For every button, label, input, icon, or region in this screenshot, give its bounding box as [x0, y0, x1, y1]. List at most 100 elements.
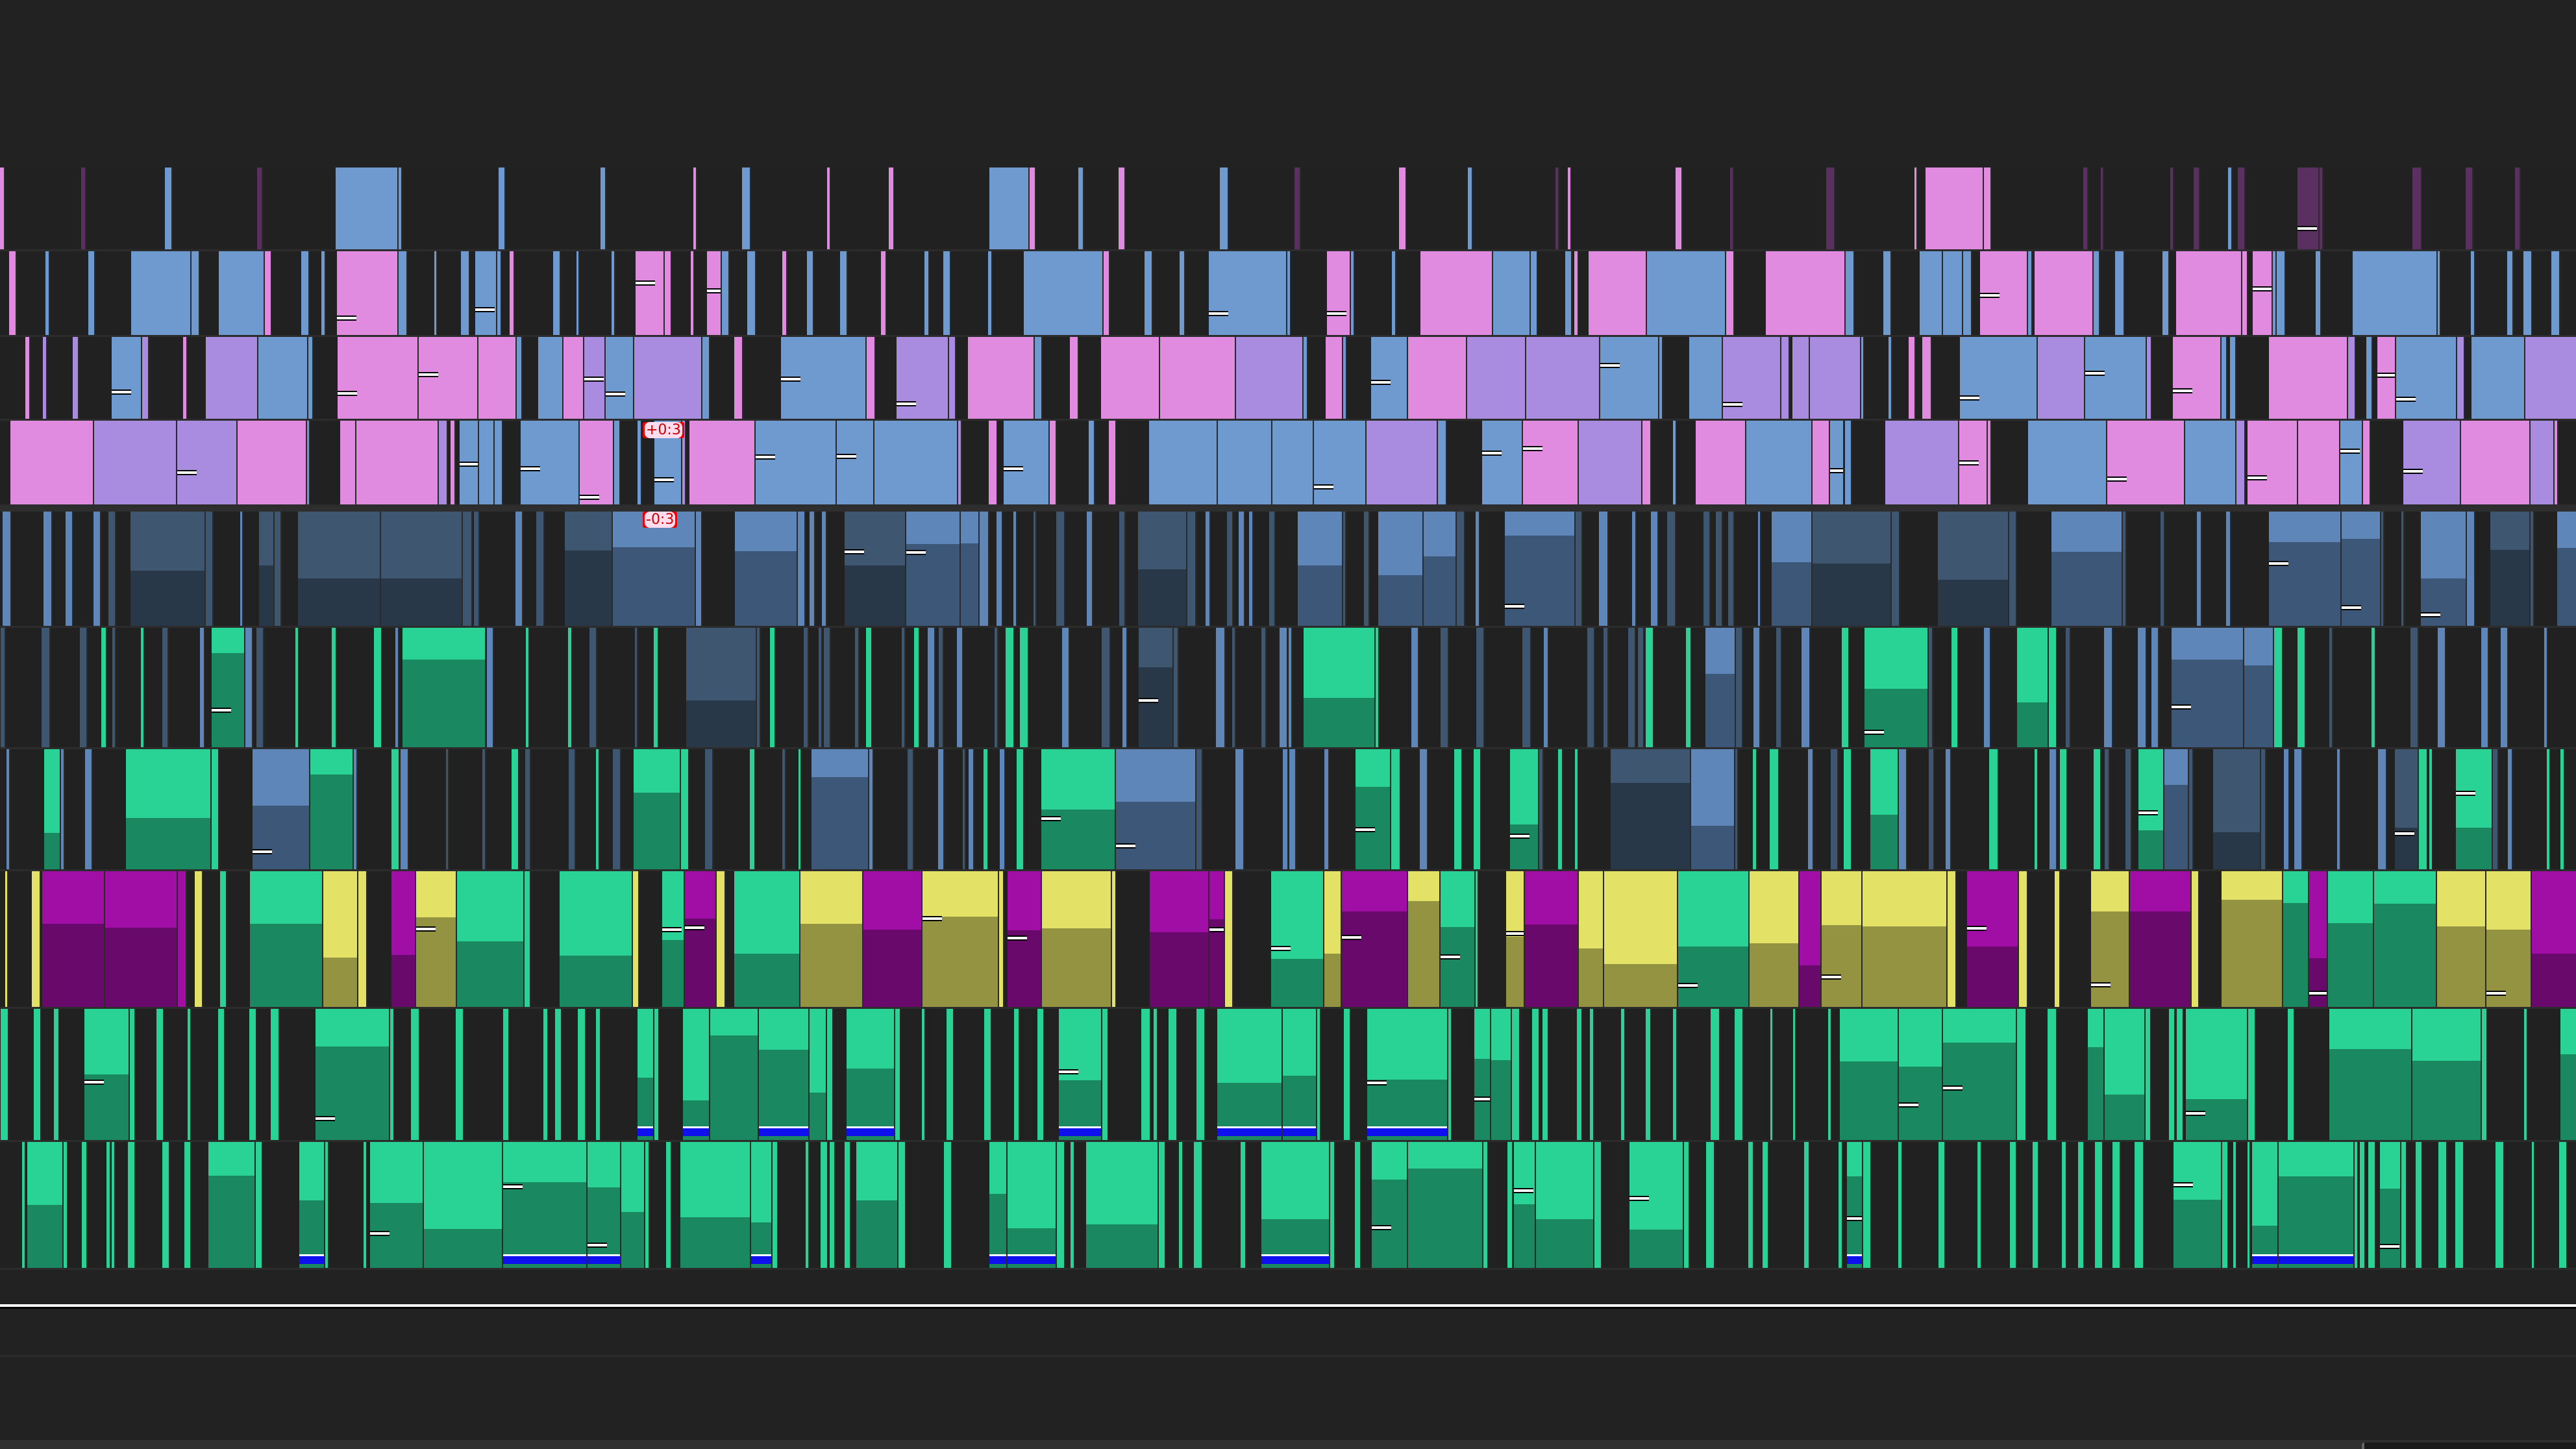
clip[interactable] [2151, 628, 2159, 747]
keyframe-line[interactable] [706, 288, 721, 293]
clip[interactable] [1989, 749, 1999, 869]
clip[interactable] [2297, 421, 2341, 504]
clip[interactable] [2560, 1009, 2576, 1140]
track-A2[interactable] [0, 628, 2576, 749]
clip[interactable] [826, 1009, 834, 1140]
track-V4[interactable] [0, 421, 2576, 506]
clip[interactable] [2169, 1009, 2176, 1140]
clip[interactable] [257, 167, 263, 249]
clip[interactable] [461, 251, 470, 335]
clip[interactable] [635, 628, 639, 747]
clip[interactable] [2051, 512, 2123, 626]
clip[interactable] [1599, 512, 1609, 626]
clip[interactable] [1574, 749, 1579, 869]
clip[interactable] [2554, 421, 2559, 504]
clip[interactable] [645, 1142, 650, 1268]
clip[interactable] [337, 251, 399, 335]
keyframe-line[interactable] [1041, 816, 1061, 822]
clip[interactable] [686, 628, 757, 747]
clip[interactable] [1673, 421, 1678, 504]
clip[interactable] [2436, 871, 2486, 1007]
clip[interactable] [256, 1142, 263, 1268]
video-audio-divider[interactable] [0, 506, 2576, 512]
clip[interactable] [2054, 871, 2061, 1007]
clip[interactable] [2429, 749, 2434, 869]
clip[interactable] [486, 628, 494, 747]
clip[interactable] [274, 512, 282, 626]
clip[interactable] [554, 1009, 563, 1140]
clip[interactable] [1215, 628, 1226, 747]
clip[interactable] [2019, 871, 2028, 1007]
track-V5[interactable] [0, 337, 2576, 421]
keyframe-line[interactable] [1482, 451, 1502, 456]
clip[interactable] [1925, 167, 1984, 249]
clip[interactable] [1908, 337, 1916, 419]
clip[interactable] [2135, 1142, 2145, 1268]
clip[interactable] [988, 251, 993, 335]
keyframe-line[interactable] [1370, 379, 1391, 385]
keyframe-line[interactable] [1967, 926, 1987, 932]
keyframe-line[interactable] [111, 390, 131, 395]
clip[interactable] [2222, 1142, 2229, 1268]
clip[interactable] [1343, 337, 1347, 419]
clip[interactable] [1041, 749, 1116, 869]
clip[interactable] [1236, 337, 1304, 419]
keyframe-line[interactable] [2248, 475, 2268, 480]
clip[interactable] [1726, 251, 1735, 335]
clip[interactable] [398, 167, 403, 249]
clip[interactable] [2481, 1009, 2488, 1140]
clip[interactable] [734, 871, 800, 1007]
clip[interactable] [958, 421, 963, 504]
clip[interactable] [1041, 871, 1112, 1007]
clip[interactable] [1193, 1142, 1204, 1268]
clip[interactable] [2034, 251, 2094, 335]
clip[interactable] [128, 1142, 136, 1268]
clip[interactable] [2146, 1009, 2151, 1140]
clip[interactable] [1287, 251, 1291, 335]
clip[interactable] [538, 337, 564, 419]
clip[interactable] [516, 337, 523, 419]
clip[interactable] [770, 628, 776, 747]
clip[interactable] [695, 512, 703, 626]
clip[interactable] [1033, 512, 1037, 626]
keyframe-line[interactable] [2395, 831, 2415, 837]
clip[interactable] [1324, 871, 1343, 1007]
keyframe-line[interactable] [369, 1230, 390, 1236]
clip[interactable] [1071, 1142, 1075, 1268]
keyframe-line[interactable] [177, 469, 197, 475]
clip[interactable] [253, 749, 311, 869]
keyframe-line[interactable] [1513, 1188, 1533, 1194]
clip[interactable] [84, 1009, 130, 1140]
clip[interactable] [217, 1009, 225, 1140]
clip[interactable] [184, 1142, 192, 1268]
clip[interactable] [1686, 628, 1692, 747]
clip[interactable] [1748, 1142, 1754, 1268]
keyframe-line[interactable] [2342, 604, 2362, 610]
keyframe-line[interactable] [1271, 946, 1291, 952]
clip[interactable] [21, 1142, 26, 1268]
clip[interactable] [205, 512, 214, 626]
clip[interactable] [2471, 337, 2525, 419]
clip[interactable] [1150, 871, 1210, 1007]
clip[interactable] [1298, 512, 1343, 626]
clip[interactable] [2248, 421, 2298, 504]
clip[interactable] [1196, 749, 1203, 869]
clip[interactable] [1678, 871, 1750, 1007]
clip[interactable] [1827, 1009, 1833, 1140]
clip[interactable] [79, 628, 88, 747]
clip[interactable] [1314, 421, 1367, 504]
clip[interactable] [105, 871, 179, 1007]
clip[interactable] [1594, 1142, 1603, 1268]
clip[interactable] [613, 512, 696, 626]
clip[interactable] [2091, 871, 2131, 1007]
clip[interactable] [1603, 628, 1609, 747]
clip[interactable] [1722, 337, 1782, 419]
clip[interactable] [1960, 337, 2038, 419]
clip[interactable] [1899, 1009, 1944, 1140]
clip[interactable] [1929, 628, 1934, 747]
keyframe-line[interactable] [587, 1242, 607, 1248]
clip[interactable] [999, 749, 1006, 869]
keyframe-line[interactable] [662, 926, 682, 932]
clip[interactable] [1967, 871, 2020, 1007]
clip[interactable] [2284, 749, 2290, 869]
